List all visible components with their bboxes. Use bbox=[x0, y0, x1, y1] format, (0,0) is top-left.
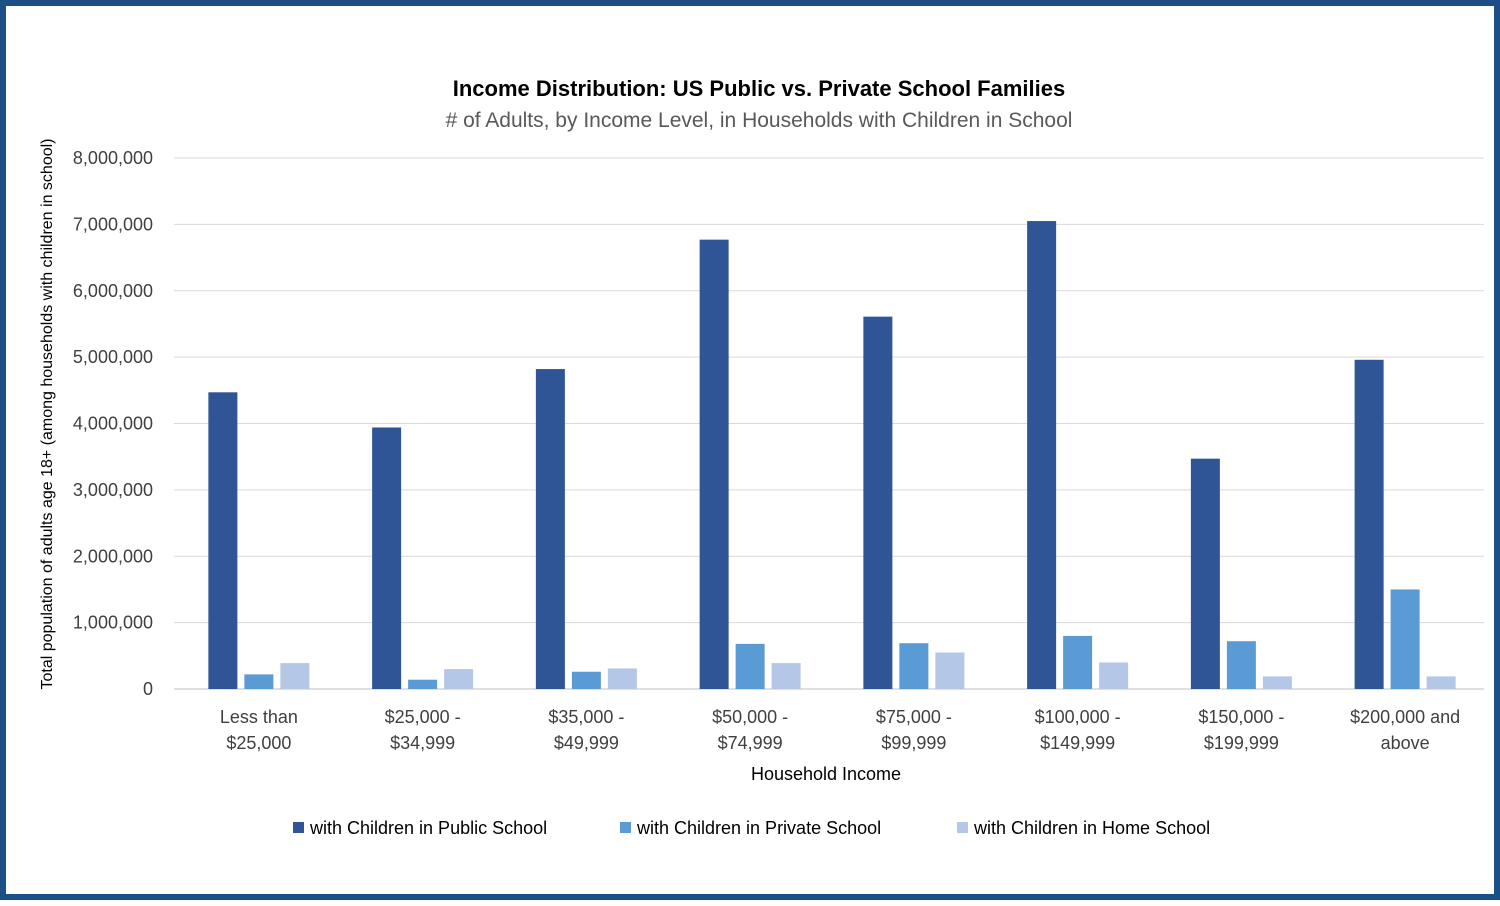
bar-public-school bbox=[208, 392, 238, 689]
x-category-label: $49,999 bbox=[554, 733, 619, 753]
x-category-label: $25,000 - bbox=[385, 707, 461, 727]
bar-public-school bbox=[1190, 458, 1220, 689]
x-category-label: $100,000 - bbox=[1035, 707, 1121, 727]
bar-private-school bbox=[1390, 589, 1420, 689]
y-tick-label: 3,000,000 bbox=[73, 480, 153, 500]
bar-home-school bbox=[1426, 676, 1456, 689]
bar-home-school bbox=[771, 663, 801, 689]
x-category-label: $200,000 and bbox=[1350, 707, 1460, 727]
bar-home-school bbox=[607, 668, 637, 689]
bar-private-school bbox=[899, 643, 929, 689]
legend-swatch bbox=[620, 822, 631, 833]
x-category-label: $150,000 - bbox=[1198, 707, 1284, 727]
bar-private-school bbox=[408, 679, 438, 689]
x-category-label: $74,999 bbox=[718, 733, 783, 753]
chart-subtitle: # of Adults, by Income Level, in Househo… bbox=[446, 109, 1073, 132]
bars bbox=[208, 221, 1456, 690]
bar-home-school bbox=[1099, 662, 1129, 689]
legend: with Children in Public School with Child… bbox=[293, 818, 1210, 838]
x-category-label: $34,999 bbox=[390, 733, 455, 753]
bar-home-school bbox=[280, 663, 310, 689]
legend-swatch bbox=[293, 822, 304, 833]
bar-home-school bbox=[444, 669, 474, 689]
x-category-label: $35,000 - bbox=[548, 707, 624, 727]
x-category-label: $25,000 bbox=[226, 733, 291, 753]
bar-public-school bbox=[1354, 359, 1384, 689]
y-axis-ticks: 0 1,000,000 2,000,000 3,000,000 4,000,000 5,0… bbox=[73, 148, 153, 699]
y-tick-label: 6,000,000 bbox=[73, 281, 153, 301]
bar-public-school bbox=[372, 427, 402, 689]
y-tick-label: 0 bbox=[143, 679, 153, 699]
x-category-label: $75,000 - bbox=[876, 707, 952, 727]
chart: Income Distribution: US Public vs. Priva… bbox=[39, 76, 1484, 838]
x-category-label: Less than bbox=[220, 707, 298, 727]
x-category-label: $50,000 - bbox=[712, 707, 788, 727]
bar-home-school bbox=[1262, 676, 1292, 689]
bar-private-school bbox=[1063, 635, 1093, 689]
bar-private-school bbox=[735, 643, 765, 689]
y-tick-label: 7,000,000 bbox=[73, 214, 153, 234]
x-category-label: above bbox=[1381, 733, 1430, 753]
x-category-label: $199,999 bbox=[1204, 733, 1279, 753]
legend-label: with Children in Home School bbox=[973, 818, 1210, 838]
y-axis-title: Total population of adults age 18+ (amon… bbox=[39, 138, 56, 689]
y-tick-label: 8,000,000 bbox=[73, 148, 153, 168]
x-category-label: $99,999 bbox=[881, 733, 946, 753]
bar-home-school bbox=[935, 652, 965, 689]
bar-public-school bbox=[535, 369, 565, 689]
bar-private-school bbox=[244, 674, 274, 689]
gridlines bbox=[174, 157, 1484, 690]
x-axis-title: Household Income bbox=[751, 764, 901, 784]
chart-title: Income Distribution: US Public vs. Priva… bbox=[453, 76, 1065, 101]
legend-label: with Children in Public School bbox=[309, 818, 547, 838]
legend-label: with Children in Private School bbox=[636, 818, 881, 838]
bar-public-school bbox=[699, 239, 729, 690]
y-tick-label: 2,000,000 bbox=[73, 546, 153, 566]
bar-public-school bbox=[863, 316, 893, 689]
bar-private-school bbox=[571, 671, 601, 689]
legend-swatch bbox=[957, 822, 968, 833]
y-tick-label: 4,000,000 bbox=[73, 414, 153, 434]
y-tick-label: 1,000,000 bbox=[73, 613, 153, 633]
bar-public-school bbox=[1027, 221, 1057, 689]
y-tick-label: 5,000,000 bbox=[73, 347, 153, 367]
bar-private-school bbox=[1226, 641, 1256, 689]
x-axis-categories: Less than $25,000 $25,000 - $34,999 $35,000 … bbox=[220, 707, 1460, 753]
x-category-label: $149,999 bbox=[1040, 733, 1115, 753]
